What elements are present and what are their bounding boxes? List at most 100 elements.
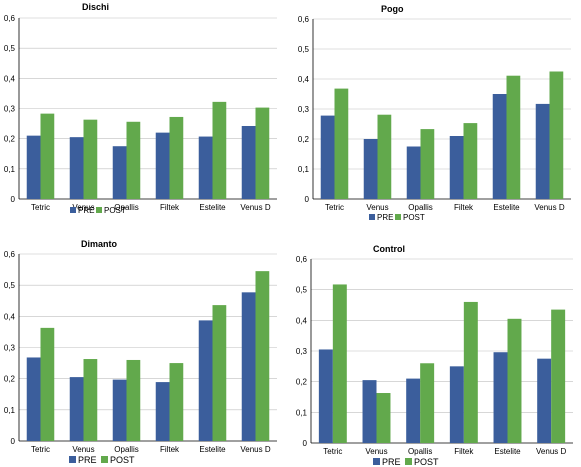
legend-swatch-pre (70, 207, 76, 213)
y-tick-label: 0,2 (298, 135, 310, 144)
bar-post-venus (83, 359, 98, 441)
bar-pre-filtek (155, 132, 170, 199)
y-tick-label: 0,6 (4, 250, 16, 259)
bar-pre-venus-d (241, 125, 256, 199)
y-tick-label: 0,3 (298, 105, 310, 114)
x-tick-label: Tetric (31, 445, 50, 454)
y-tick-label: 0,3 (296, 347, 308, 356)
bar-post-venus-d (549, 71, 564, 199)
y-tick-label: 0,3 (4, 105, 16, 114)
y-tick-label: 0,1 (296, 408, 308, 417)
x-tick-label: Venus (366, 203, 388, 212)
bar-pre-venus-d (535, 103, 550, 199)
y-tick-label: 0 (11, 437, 16, 446)
y-tick-label: 0,6 (296, 255, 308, 264)
y-tick-label: 0,1 (4, 406, 16, 415)
bar-post-venus (83, 119, 98, 199)
chart-title: Control (373, 244, 405, 254)
bar-pre-venus-d (241, 292, 256, 441)
bar-pre-estelite (492, 94, 507, 199)
y-tick-label: 0,2 (4, 135, 16, 144)
legend-swatch-post (96, 207, 102, 213)
bar-post-estelite (212, 305, 227, 441)
x-tick-label: Estelite (493, 203, 520, 212)
x-tick-label: Estelite (199, 445, 226, 454)
bar-pre-opallis (112, 379, 127, 441)
bar-pre-opallis (406, 146, 421, 199)
y-tick-label: 0,2 (296, 378, 308, 387)
legend-label-pre: PRE (78, 206, 94, 215)
bar-post-estelite (212, 101, 227, 199)
bar-pre-estelite (493, 352, 508, 443)
bar-post-venus-d (551, 309, 566, 443)
legend-swatch-pre (369, 214, 375, 220)
y-tick-label: 0,6 (298, 15, 310, 24)
x-tick-label: Venus (72, 203, 94, 212)
bar-post-tetric (332, 284, 347, 443)
bar-post-opallis (126, 121, 141, 199)
y-tick-label: 0,4 (296, 316, 308, 325)
bar-pre-venus (362, 380, 377, 443)
legend-label-post: POST (104, 206, 126, 215)
chart-title: Dimanto (81, 239, 118, 249)
bar-pre-tetric (320, 115, 335, 199)
bar-post-filtek (463, 301, 478, 443)
bar-pre-venus (69, 137, 84, 199)
x-tick-label: Tetric (31, 203, 50, 212)
legend-label-pre: PRE (382, 457, 401, 467)
y-tick-label: 0 (11, 195, 16, 204)
y-tick-label: 0,5 (298, 45, 310, 54)
chart-1: 0 0,1 0,2 0,3 0,4 0,5 0,6 Tetric Venus Opallis Fil… (298, 4, 571, 222)
bar-pre-estelite (198, 320, 213, 441)
x-tick-label: Opallis (114, 203, 138, 212)
bar-post-opallis (420, 129, 435, 199)
y-tick-label: 0,5 (4, 44, 16, 53)
x-tick-label: Venus (365, 447, 387, 456)
y-tick-label: 0 (305, 195, 310, 204)
legend-label-pre: PRE (377, 213, 393, 222)
bar-pre-venus (363, 139, 378, 199)
x-tick-label: Opallis (408, 203, 432, 212)
bar-post-filtek (169, 363, 184, 441)
chart-2: 0 0,1 0,2 0,3 0,4 0,5 0,6 Tetric Venus Opallis Fil… (4, 239, 277, 465)
bar-pre-estelite (198, 136, 213, 199)
x-tick-label: Venus (72, 445, 94, 454)
y-tick-label: 0,1 (298, 165, 310, 174)
x-tick-label: Filtek (160, 445, 180, 454)
x-tick-label: Venus D (240, 445, 270, 454)
legend-label-pre: PRE (78, 455, 97, 465)
bar-post-tetric (40, 327, 55, 441)
bar-post-opallis (126, 359, 141, 441)
x-tick-label: Filtek (454, 203, 474, 212)
y-tick-label: 0 (303, 439, 308, 448)
y-tick-label: 0,5 (4, 281, 16, 290)
y-tick-label: 0,4 (298, 75, 310, 84)
bar-post-filtek (169, 116, 184, 199)
x-tick-label: Filtek (160, 203, 180, 212)
bar-pre-opallis (406, 378, 421, 443)
y-tick-label: 0,1 (4, 165, 16, 174)
chart-title: Dischi (82, 2, 109, 12)
bar-post-venus-d (255, 271, 270, 441)
chart-3: 0 0,1 0,2 0,3 0,4 0,5 0,6 Tetric Venus Opallis Fil… (296, 244, 573, 467)
bar-post-venus (376, 393, 391, 443)
x-tick-label: Opallis (408, 447, 432, 456)
x-tick-label: Tetric (323, 447, 342, 456)
bar-post-filtek (463, 123, 478, 199)
y-tick-label: 0,4 (4, 74, 16, 83)
bar-post-venus-d (255, 107, 270, 199)
bar-pre-filtek (449, 136, 464, 199)
bar-post-tetric (334, 88, 349, 199)
x-tick-label: Estelite (494, 447, 521, 456)
y-tick-label: 0,2 (4, 375, 16, 384)
legend-swatch-post (395, 214, 401, 220)
bar-post-estelite (507, 318, 522, 443)
bar-pre-venus (69, 377, 84, 441)
x-tick-label: Filtek (454, 447, 474, 456)
bar-pre-tetric (26, 357, 41, 441)
chart-title: Pogo (381, 4, 404, 14)
legend-label-post: POST (414, 457, 439, 467)
legend-label-post: POST (403, 213, 425, 222)
bar-pre-filtek (155, 382, 170, 441)
